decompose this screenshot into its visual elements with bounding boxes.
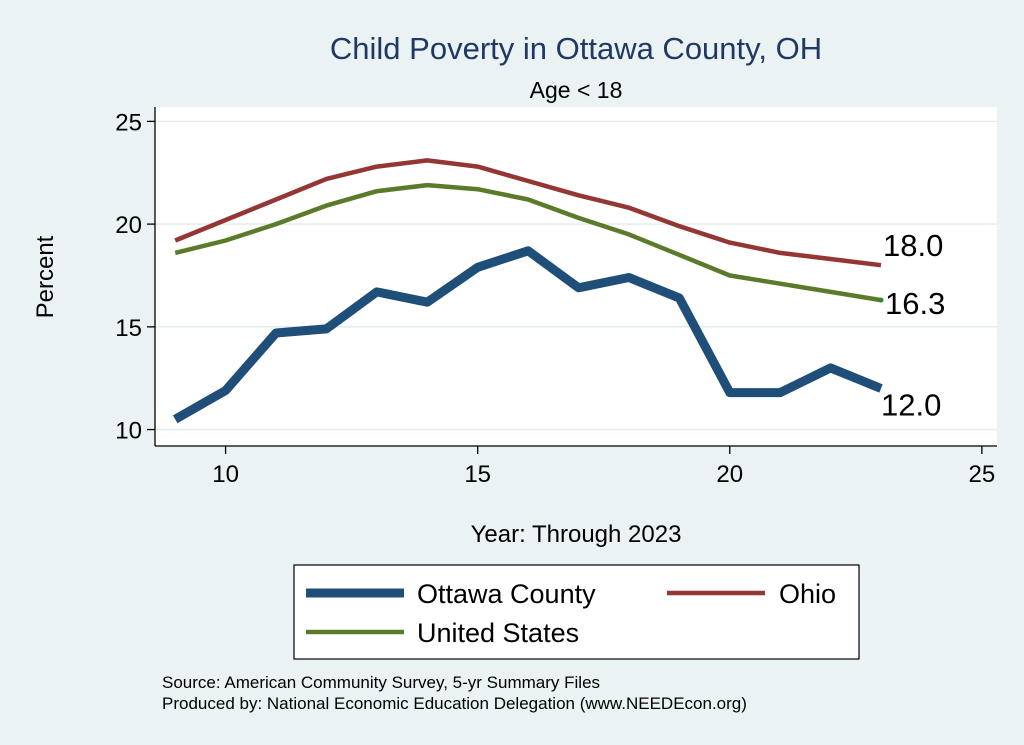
legend-label-united-states: United States — [417, 618, 579, 648]
legend-label-ohio: Ohio — [779, 579, 836, 609]
y-tick-label-20: 20 — [115, 212, 142, 239]
legend-item-ohio: Ohio — [667, 579, 836, 609]
chart-subtitle: Age < 18 — [530, 77, 623, 103]
legend-label-ottawa-county: Ottawa County — [417, 579, 596, 609]
legend-item-united-states: United States — [306, 618, 579, 648]
gridlines — [155, 120, 997, 431]
legend-box — [293, 564, 860, 660]
chart-title: Child Poverty in Ottawa County, OH — [330, 31, 822, 66]
y-axis-ticks: 10 15 20 25 — [115, 109, 155, 445]
legend-item-ottawa-county: Ottawa County — [306, 579, 596, 609]
series-line-united-states — [174, 182, 882, 303]
x-tick-label-15: 15 — [464, 461, 491, 488]
x-axis-ticks: 10 15 20 25 — [212, 446, 995, 488]
x-tick-label-20: 20 — [716, 461, 743, 488]
series-line-ottawa-county — [172, 246, 883, 424]
y-tick-label-10: 10 — [115, 418, 142, 445]
x-axis-title: Year: Through 2023 — [471, 521, 682, 548]
end-label-ohio: 18.0 — [883, 228, 943, 263]
end-labels: 12.0 18.0 16.3 — [878, 228, 945, 422]
y-tick-label-15: 15 — [115, 315, 142, 342]
end-marker-united-states — [878, 297, 884, 303]
series-lines — [172, 158, 883, 424]
series-line-ohio — [174, 158, 882, 268]
legend: Ottawa County Ohio United States — [293, 564, 860, 660]
axes — [154, 107, 997, 447]
y-tick-label-25: 25 — [115, 109, 142, 136]
end-label-ottawa-county: 12.0 — [881, 387, 941, 422]
x-tick-label-25: 25 — [969, 461, 996, 488]
producer-note: Produced by: National Economic Education… — [162, 694, 747, 713]
end-label-united-states: 16.3 — [885, 286, 945, 321]
source-note: Source: American Community Survey, 5-yr … — [162, 673, 600, 692]
plot-area — [155, 107, 997, 446]
y-axis-title: Percent — [32, 235, 59, 318]
x-tick-label-10: 10 — [212, 461, 239, 488]
